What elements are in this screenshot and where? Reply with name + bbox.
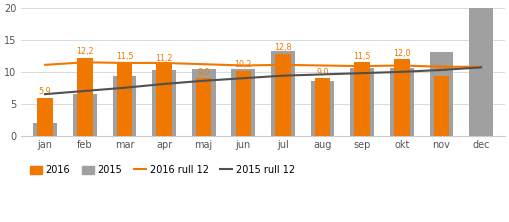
Bar: [152, 70, 176, 136]
Text: 10,2: 10,2: [235, 60, 252, 69]
Bar: [315, 78, 330, 136]
Text: 12,2: 12,2: [76, 47, 94, 56]
Bar: [77, 58, 93, 136]
Bar: [192, 69, 216, 136]
Bar: [156, 64, 172, 136]
Bar: [275, 54, 291, 136]
Text: 9,0: 9,0: [197, 68, 210, 77]
Bar: [117, 62, 132, 136]
Text: 5,9: 5,9: [39, 87, 51, 96]
Bar: [232, 69, 255, 136]
Text: 9,4: 9,4: [435, 65, 448, 74]
Bar: [236, 71, 251, 136]
Bar: [430, 52, 454, 136]
Bar: [196, 78, 211, 136]
Bar: [73, 94, 97, 136]
Text: 12,8: 12,8: [274, 44, 292, 52]
Bar: [434, 76, 449, 136]
Bar: [271, 51, 295, 136]
Bar: [310, 81, 334, 136]
Bar: [394, 59, 410, 136]
Bar: [112, 76, 136, 136]
Legend: 2016, 2015, 2016 rull 12, 2015 rull 12: 2016, 2015, 2016 rull 12, 2015 rull 12: [26, 161, 299, 179]
Bar: [38, 98, 53, 136]
Text: 12,0: 12,0: [393, 49, 411, 57]
Text: 9,0: 9,0: [316, 68, 329, 77]
Bar: [350, 68, 374, 136]
Bar: [469, 8, 493, 136]
Bar: [33, 123, 57, 136]
Text: 11,5: 11,5: [353, 52, 371, 61]
Text: 11,5: 11,5: [116, 52, 133, 61]
Bar: [354, 62, 370, 136]
Text: 11,2: 11,2: [155, 54, 173, 63]
Bar: [390, 68, 414, 136]
